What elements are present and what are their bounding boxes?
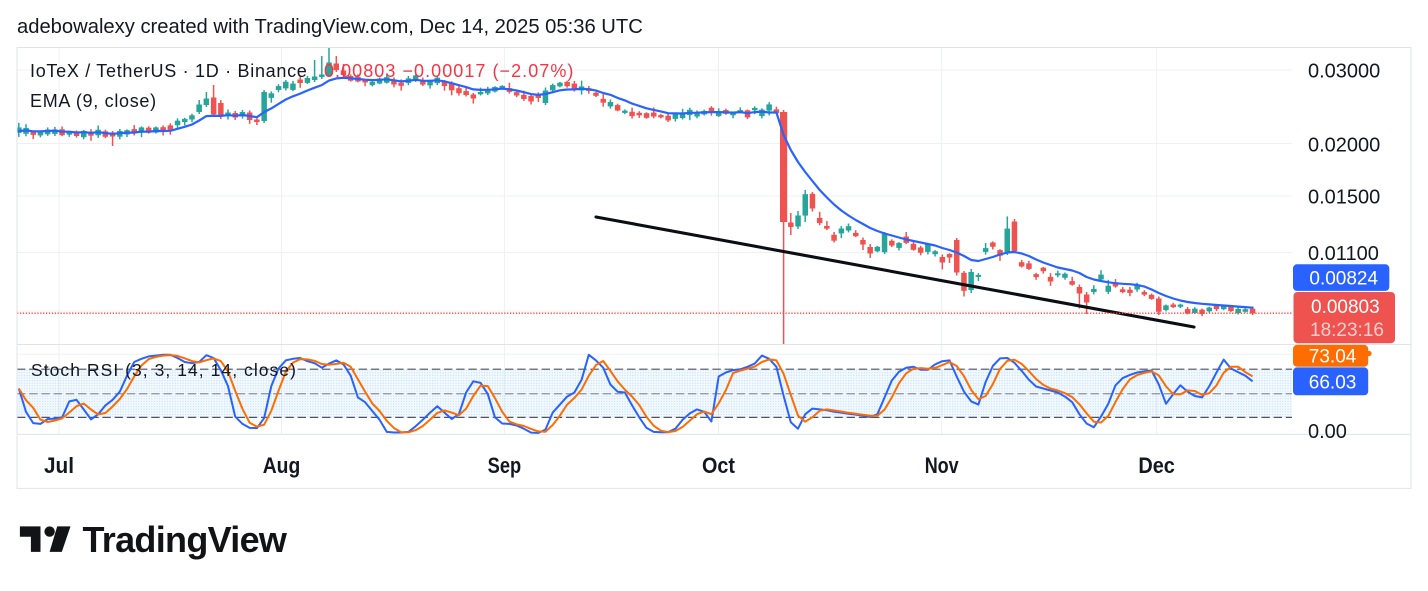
svg-text:0.02000: 0.02000 [1308, 134, 1380, 156]
svg-text:EMA (9, close): EMA (9, close) [30, 91, 157, 111]
svg-text:Oct: Oct [702, 453, 736, 478]
svg-text:0.00803: 0.00803 [1311, 297, 1380, 318]
svg-text:18:23:16: 18:23:16 [1310, 320, 1384, 341]
svg-text:0.01100: 0.01100 [1308, 243, 1379, 265]
svg-text:73.04: 73.04 [1309, 347, 1357, 368]
svg-text:0.00803 −0.00017 (−2.07%): 0.00803 −0.00017 (−2.07%) [324, 61, 574, 81]
svg-text:0.00824: 0.00824 [1309, 269, 1378, 290]
svg-text:adebowalexy created with Tradi: adebowalexy created with TradingView.com… [17, 16, 643, 38]
svg-text:IoTeX / TetherUS · 1D · Binanc: IoTeX / TetherUS · 1D · Binance [30, 61, 308, 81]
svg-text:66.03: 66.03 [1309, 372, 1357, 393]
svg-text:0.03000: 0.03000 [1308, 60, 1380, 82]
svg-text:Aug: Aug [263, 453, 301, 478]
svg-text:Nov: Nov [925, 453, 960, 478]
svg-text:Jul: Jul [44, 453, 74, 478]
svg-text:Stoch RSI (3, 3, 14, 14, close: Stoch RSI (3, 3, 14, 14, close) [31, 360, 297, 380]
svg-text:0.01500: 0.01500 [1308, 186, 1380, 208]
svg-text:Dec: Dec [1138, 453, 1175, 478]
svg-text:TradingView: TradingView [83, 519, 288, 560]
svg-text:Sep: Sep [488, 453, 522, 478]
svg-text:0.00: 0.00 [1308, 421, 1347, 443]
